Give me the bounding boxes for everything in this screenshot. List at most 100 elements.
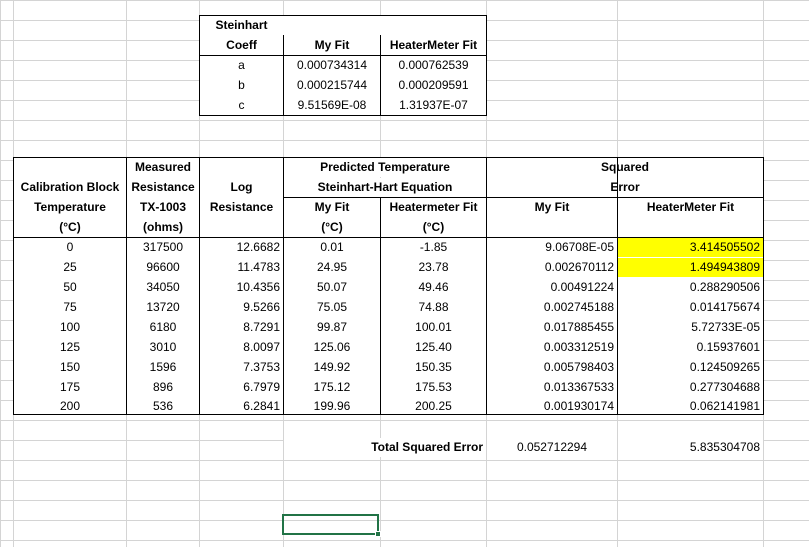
- total-squared-error-label[interactable]: Total Squared Error: [284, 438, 486, 457]
- coeff-my-fit[interactable]: 9.51569E-08: [284, 96, 380, 115]
- temperature-cell[interactable]: 25: [14, 258, 126, 277]
- sq-error-hm-fit-cell[interactable]: 0.277304688: [618, 378, 763, 397]
- sq-error-hm-fit-cell[interactable]: 0.15937601: [618, 338, 763, 357]
- hm-fit-temp-cell[interactable]: 100.01: [381, 318, 486, 337]
- hm-fit-temp-cell[interactable]: 125.40: [381, 338, 486, 357]
- my-fit-temp-cell[interactable]: 24.95: [284, 258, 380, 277]
- coeff-my-fit[interactable]: 0.000734314: [284, 56, 380, 75]
- sq-error-my-fit-cell[interactable]: 0.017885455: [487, 318, 617, 337]
- my-fit-temp-cell[interactable]: 125.06: [284, 338, 380, 357]
- temperature-cell[interactable]: 200: [14, 398, 126, 414]
- header-error[interactable]: Error: [487, 178, 763, 197]
- temperature-cell[interactable]: 175: [14, 378, 126, 397]
- temperature-cell[interactable]: 0: [14, 238, 126, 257]
- sq-error-hm-fit-cell[interactable]: 0.014175674: [618, 298, 763, 317]
- resistance-cell[interactable]: 1596: [127, 358, 199, 377]
- sq-error-my-fit-cell[interactable]: 0.013367533: [487, 378, 617, 397]
- coeff-header-steinhart[interactable]: Steinhart: [200, 16, 283, 35]
- sq-error-hm-fit-cell[interactable]: 0.288290506: [618, 278, 763, 297]
- sq-error-my-fit-cell[interactable]: 0.001930174: [487, 398, 617, 414]
- header-predicted-temperature[interactable]: Predicted Temperature: [284, 158, 486, 177]
- total-my-fit-cell[interactable]: 0.052712294: [487, 438, 617, 457]
- log-resistance-cell[interactable]: 6.7979: [200, 378, 283, 397]
- header-resistance[interactable]: Resistance: [127, 178, 199, 197]
- sq-error-hm-fit-cell[interactable]: 0.124509265: [618, 358, 763, 377]
- resistance-cell[interactable]: 34050: [127, 278, 199, 297]
- header-log[interactable]: Log: [200, 178, 283, 197]
- resistance-cell[interactable]: 896: [127, 378, 199, 397]
- log-resistance-cell[interactable]: 12.6682: [200, 238, 283, 257]
- coeff-header-coeff[interactable]: Coeff: [200, 36, 283, 55]
- log-resistance-cell[interactable]: 7.3753: [200, 358, 283, 377]
- hm-fit-temp-cell[interactable]: 150.35: [381, 358, 486, 377]
- header-squared[interactable]: Squared: [487, 158, 763, 177]
- sq-error-hm-fit-cell[interactable]: 3.414505502: [618, 238, 763, 257]
- resistance-cell[interactable]: 6180: [127, 318, 199, 337]
- header-hm-fit-unit[interactable]: (°C): [381, 218, 486, 237]
- header-temperature[interactable]: Temperature: [14, 198, 126, 217]
- hm-fit-temp-cell[interactable]: -1.85: [381, 238, 486, 257]
- sq-error-my-fit-cell[interactable]: 0.002670112: [487, 258, 617, 277]
- hm-fit-temp-cell[interactable]: 74.88: [381, 298, 486, 317]
- temperature-cell[interactable]: 75: [14, 298, 126, 317]
- resistance-cell[interactable]: 3010: [127, 338, 199, 357]
- header-my-fit[interactable]: My Fit: [284, 198, 380, 217]
- log-resistance-cell[interactable]: 8.0097: [200, 338, 283, 357]
- log-resistance-cell[interactable]: 8.7291: [200, 318, 283, 337]
- coeff-header-hm-fit[interactable]: HeaterMeter Fit: [381, 36, 486, 55]
- my-fit-temp-cell[interactable]: 175.12: [284, 378, 380, 397]
- log-resistance-cell[interactable]: 6.2841: [200, 398, 283, 414]
- coeff-hm-fit[interactable]: 0.000209591: [381, 76, 486, 95]
- header-ohms[interactable]: (ohms): [127, 218, 199, 237]
- sq-error-hm-fit-cell[interactable]: 5.72733E-05: [618, 318, 763, 337]
- sq-error-my-fit-cell[interactable]: 0.002745188: [487, 298, 617, 317]
- header-steinhart-hart-equation[interactable]: Steinhart-Hart Equation: [284, 178, 486, 197]
- coeff-header-my-fit[interactable]: My Fit: [284, 36, 380, 55]
- resistance-cell[interactable]: 13720: [127, 298, 199, 317]
- cell-blank[interactable]: [14, 158, 126, 177]
- header-sq-my-fit[interactable]: My Fit: [487, 198, 617, 217]
- temperature-cell[interactable]: 125: [14, 338, 126, 357]
- coeff-name[interactable]: c: [200, 96, 283, 115]
- coeff-hm-fit[interactable]: 1.31937E-07: [381, 96, 486, 115]
- hm-fit-temp-cell[interactable]: 200.25: [381, 398, 486, 414]
- header-measured[interactable]: Measured: [127, 158, 199, 177]
- temperature-cell[interactable]: 50: [14, 278, 126, 297]
- header-log-resistance[interactable]: Resistance: [200, 198, 283, 217]
- cell-blank[interactable]: [487, 218, 617, 237]
- my-fit-temp-cell[interactable]: 199.96: [284, 398, 380, 414]
- cell-blank[interactable]: [618, 218, 763, 237]
- coeff-my-fit[interactable]: 0.000215744: [284, 76, 380, 95]
- sq-error-my-fit-cell[interactable]: 0.005798403: [487, 358, 617, 377]
- header-my-fit-unit[interactable]: (°C): [284, 218, 380, 237]
- coeff-hm-fit[interactable]: 0.000762539: [381, 56, 486, 75]
- resistance-cell[interactable]: 96600: [127, 258, 199, 277]
- sq-error-hm-fit-cell[interactable]: 1.494943809: [618, 258, 763, 277]
- header-probe[interactable]: TX-1003: [127, 198, 199, 217]
- header-heatermeter-fit[interactable]: Heatermeter Fit: [381, 198, 486, 217]
- selected-cell[interactable]: [282, 514, 379, 535]
- header-temp-unit[interactable]: (°C): [14, 218, 126, 237]
- resistance-cell[interactable]: 317500: [127, 238, 199, 257]
- my-fit-temp-cell[interactable]: 149.92: [284, 358, 380, 377]
- header-calibration-block[interactable]: Calibration Block: [14, 178, 126, 197]
- sq-error-my-fit-cell[interactable]: 0.00491224: [487, 278, 617, 297]
- log-resistance-cell[interactable]: 10.4356: [200, 278, 283, 297]
- coeff-name[interactable]: a: [200, 56, 283, 75]
- my-fit-temp-cell[interactable]: 0.01: [284, 238, 380, 257]
- total-hm-fit-cell[interactable]: 5.835304708: [618, 438, 763, 457]
- my-fit-temp-cell[interactable]: 75.05: [284, 298, 380, 317]
- resistance-cell[interactable]: 536: [127, 398, 199, 414]
- temperature-cell[interactable]: 100: [14, 318, 126, 337]
- header-sq-hm-fit[interactable]: HeaterMeter Fit: [618, 198, 763, 217]
- hm-fit-temp-cell[interactable]: 23.78: [381, 258, 486, 277]
- sq-error-my-fit-cell[interactable]: 9.06708E-05: [487, 238, 617, 257]
- coeff-name[interactable]: b: [200, 76, 283, 95]
- hm-fit-temp-cell[interactable]: 175.53: [381, 378, 486, 397]
- log-resistance-cell[interactable]: 9.5266: [200, 298, 283, 317]
- my-fit-temp-cell[interactable]: 99.87: [284, 318, 380, 337]
- temperature-cell[interactable]: 150: [14, 358, 126, 377]
- sq-error-my-fit-cell[interactable]: 0.003312519: [487, 338, 617, 357]
- sq-error-hm-fit-cell[interactable]: 0.062141981: [618, 398, 763, 414]
